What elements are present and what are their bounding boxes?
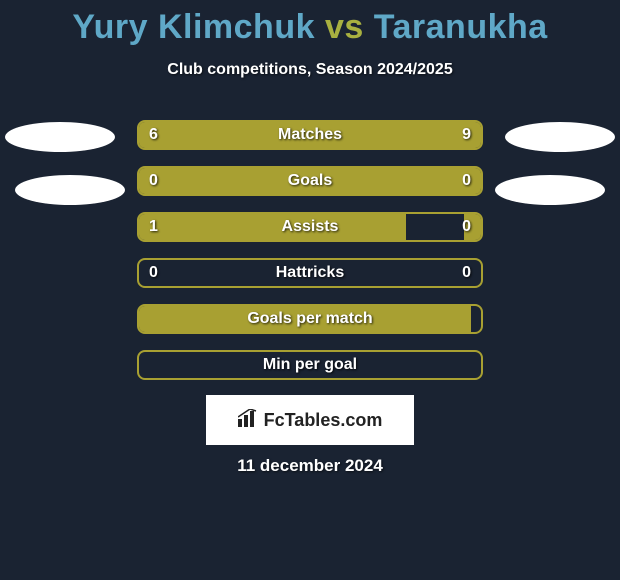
stat-right-value: 0 xyxy=(462,172,471,190)
stat-label: Goals xyxy=(139,172,481,190)
player2-name: Taranukha xyxy=(374,8,548,46)
subtitle: Club competitions, Season 2024/2025 xyxy=(0,61,620,79)
stat-row: Goals per match xyxy=(137,304,483,334)
stat-right-value: 0 xyxy=(462,218,471,236)
stat-row: Goals0 0 xyxy=(137,166,483,196)
chart-icon xyxy=(238,409,260,432)
comparison-title: Yury Klimchuk vs Taranukha xyxy=(0,0,620,47)
stat-row: Min per goal xyxy=(137,350,483,380)
vs-label: vs xyxy=(325,8,364,46)
stat-label: Matches xyxy=(139,126,481,144)
stat-left-value: 0 xyxy=(149,264,158,282)
stat-left-value: 1 xyxy=(149,218,158,236)
date-label: 11 december 2024 xyxy=(0,456,620,476)
footer-logo: FcTables.com xyxy=(206,395,414,445)
player2-photo-top xyxy=(505,122,615,152)
stat-left-value: 0 xyxy=(149,172,158,190)
stat-row: Hattricks0 0 xyxy=(137,258,483,288)
stat-label: Assists xyxy=(139,218,481,236)
player1-photo-bottom xyxy=(15,175,125,205)
stat-label: Goals per match xyxy=(139,310,481,328)
stat-right-value: 0 xyxy=(462,264,471,282)
stat-left-value: 6 xyxy=(149,126,158,144)
stat-right-value: 9 xyxy=(462,126,471,144)
player1-name: Yury Klimchuk xyxy=(72,8,315,46)
footer-logo-text: FcTables.com xyxy=(264,410,383,431)
stat-row: Matches6 9 xyxy=(137,120,483,150)
player2-photo-bottom xyxy=(495,175,605,205)
stat-label: Hattricks xyxy=(139,264,481,282)
stat-row: Assists1 0 xyxy=(137,212,483,242)
stats-bars: Matches69Goals00Assists10Hattricks00Goal… xyxy=(137,120,483,396)
player1-photo-top xyxy=(5,122,115,152)
stat-label: Min per goal xyxy=(139,356,481,374)
